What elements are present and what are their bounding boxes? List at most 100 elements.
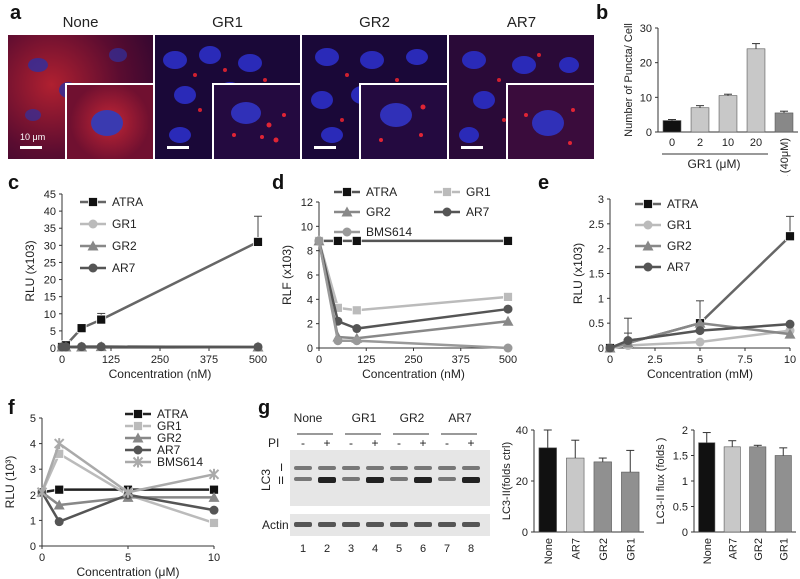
bar <box>538 447 557 533</box>
legend-marker <box>88 197 98 207</box>
lane-number: 2 <box>324 543 330 555</box>
bar <box>690 107 710 133</box>
y-axis-label: RLU (x103) <box>571 243 585 304</box>
data-point <box>76 323 87 334</box>
x-tick-label: 125 <box>102 354 120 366</box>
x-axis-label: Concentration (nM) <box>362 367 465 381</box>
micrograph-gr1 <box>155 35 300 159</box>
y-tick-label: 5 <box>50 326 56 338</box>
series-line <box>41 491 214 507</box>
lc3-i-band <box>438 466 456 470</box>
data-point <box>351 305 362 316</box>
x-axis-label: Concentration (nM) <box>109 367 212 381</box>
series-line <box>41 488 214 494</box>
y-tick-label: 0 <box>50 343 56 355</box>
legend-marker <box>133 421 143 431</box>
y-tick-label: 0 <box>682 527 688 539</box>
y-axis-label: RLF (x103) <box>280 245 294 305</box>
x-group-label: GR1 (μM) <box>688 157 741 171</box>
bar <box>566 457 585 533</box>
y-tick-label: 2 <box>682 425 688 437</box>
lane-number: 4 <box>372 543 378 555</box>
legend-marker <box>342 227 352 237</box>
pi-label: PI <box>268 436 279 450</box>
y-tick-label: 5 <box>30 413 36 425</box>
y-tick-label: 45 <box>44 189 56 201</box>
data-point <box>351 236 362 246</box>
data-point <box>253 237 263 247</box>
series-line <box>317 240 509 350</box>
data-point <box>77 342 87 352</box>
blot-group-label: GR2 <box>400 411 425 425</box>
y-tick-label: 1 <box>30 515 36 527</box>
legend-marker <box>132 456 144 468</box>
y-axis-label: RLU (x103) <box>23 240 37 301</box>
data-point <box>54 484 65 495</box>
lc3-ii-band <box>462 477 480 483</box>
bar <box>662 120 682 133</box>
y-tick-label: 2.5 <box>589 219 604 231</box>
series-line <box>317 240 509 312</box>
x-tick-label: 0 <box>59 354 65 366</box>
actin-band <box>414 522 432 527</box>
y-tick-label: 4 <box>30 439 36 451</box>
legend-label: ATRA <box>366 185 397 199</box>
legend-label: GR2 <box>112 239 137 253</box>
y-tick-label: 4 <box>307 294 313 306</box>
legend-label: AR7 <box>112 261 136 275</box>
actin-band <box>390 522 408 527</box>
series-ar7 <box>605 317 795 353</box>
chart-d: 0 125 250 375 500 0 2 4 6 8 10 12 Concentration (nM)… <box>280 185 517 381</box>
y-tick-label: 20 <box>516 476 528 488</box>
series-line <box>61 240 259 349</box>
data-point <box>253 342 263 352</box>
actin-band <box>438 522 456 527</box>
y-tick-label: 20 <box>640 58 652 70</box>
legend-marker <box>341 206 353 217</box>
y-tick-label: 10 <box>44 309 56 321</box>
legend-label: GR1 <box>667 218 692 232</box>
y-tick-label: 30 <box>44 240 56 252</box>
legend-label: ATRA <box>667 197 698 211</box>
lc3-i-band <box>414 466 432 470</box>
series-bms614 <box>36 438 220 498</box>
bar <box>718 95 738 133</box>
y-tick-label: 2 <box>598 244 604 256</box>
legend-label: AR7 <box>667 260 691 274</box>
data-point <box>352 324 362 334</box>
legend-marker <box>643 199 653 209</box>
data-point <box>314 236 324 246</box>
bar <box>593 461 612 533</box>
x-tick-label: 250 <box>151 354 169 366</box>
panel-letter-a: a <box>10 2 22 24</box>
legend-label: ATRA <box>112 195 143 209</box>
x-tick-label: 250 <box>404 354 422 366</box>
legend-marker <box>132 432 144 443</box>
micrograph-ar7 <box>449 35 594 159</box>
x-tick-label: 500 <box>499 354 517 366</box>
x-tick-label: 7.5 <box>737 354 752 366</box>
legend-marker <box>342 187 352 197</box>
x-tick-label: 375 <box>452 354 470 366</box>
legend-marker <box>133 409 143 419</box>
legend-label: ATRA <box>157 407 188 421</box>
series-gr2 <box>313 235 514 343</box>
lc3-ii-band <box>438 477 456 481</box>
chart-g2: 0 0.5 1 1.5 2 None AR7 GR2 GR1 LC3-II flux (folds… <box>655 425 796 564</box>
y-tick-label: 0 <box>646 127 652 139</box>
y-tick-label: 0 <box>598 343 604 355</box>
y-axis-label: LC3-II flux (folds ) <box>655 438 667 525</box>
legend-marker <box>643 220 653 230</box>
data-point <box>54 517 64 527</box>
y-tick-label: 0.5 <box>589 318 604 330</box>
lane-number: 5 <box>396 543 402 555</box>
series-line <box>40 452 215 525</box>
lc3-i-band <box>462 466 480 470</box>
scale-bar <box>167 146 189 149</box>
series-atra <box>314 236 513 246</box>
lc3-ii-band <box>294 477 312 481</box>
data-point <box>784 328 796 339</box>
scale-bar-label: 10 μm <box>20 132 46 142</box>
lc3-ii-band <box>390 477 408 481</box>
bar <box>749 446 767 533</box>
